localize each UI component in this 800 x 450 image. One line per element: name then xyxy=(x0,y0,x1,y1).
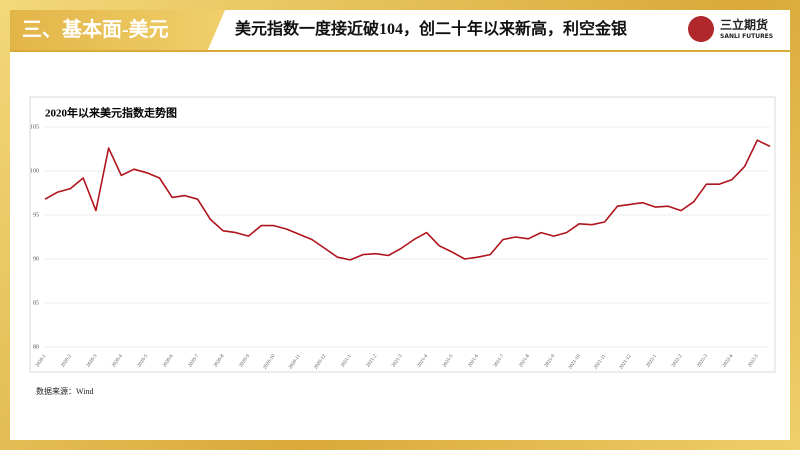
y-tick-label: 100 xyxy=(30,168,39,174)
source-note: 数据来源：Wind xyxy=(36,387,94,396)
logo-name: 三立期货 xyxy=(720,18,769,32)
line xyxy=(44,139,771,261)
logo-mark xyxy=(688,16,714,42)
logo: 三立期货 SANLI FUTURES xyxy=(688,14,778,46)
content: 三、基本面-美元 美元指数一度接近破104，创二十年以来新高，利空金银 三立期货… xyxy=(10,10,790,440)
logo-sub: SANLI FUTURES xyxy=(720,33,774,40)
section-label: 三、基本面-美元 xyxy=(10,10,225,50)
chart-title: 2020年以来美元指数走势图 xyxy=(45,106,177,120)
y-tick-label: 95 xyxy=(33,212,39,218)
slide-title: 美元指数一度接近破104，创二十年以来新高，利空金银 xyxy=(235,21,628,38)
y-tick-label: 90 xyxy=(33,256,39,262)
y-tick-label: 85 xyxy=(33,300,39,306)
header-rule xyxy=(10,50,790,52)
y-tick-label: 105 xyxy=(30,124,39,130)
y-tick-label: 80 xyxy=(33,344,39,350)
chart-frame xyxy=(29,96,776,373)
